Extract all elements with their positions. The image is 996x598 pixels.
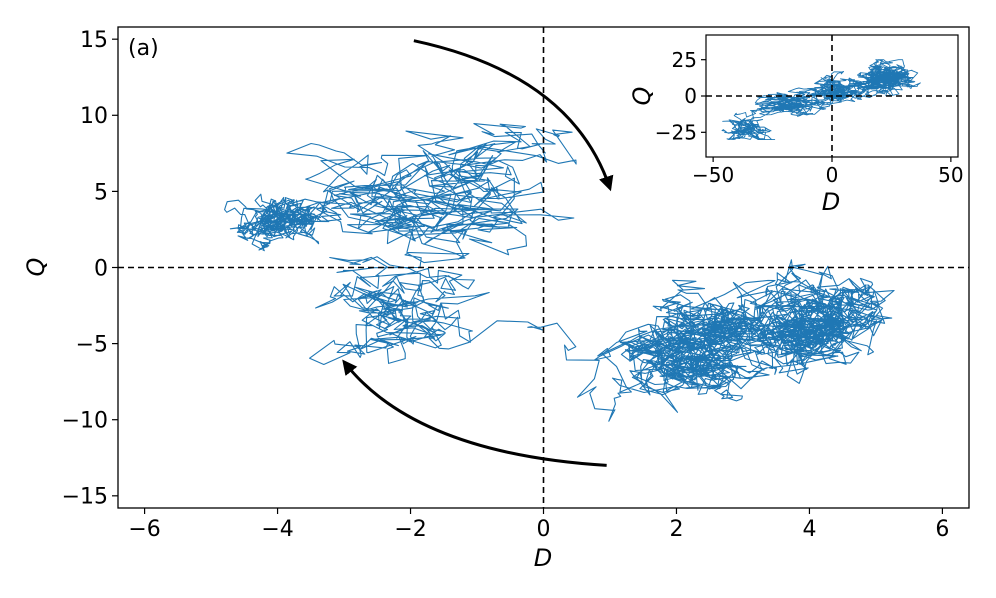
inset-y-axis-label: Q <box>628 87 656 106</box>
y-tick-label: 0 <box>684 84 697 108</box>
panel-label: (a) <box>128 36 159 61</box>
inset-plot: −50 0 50 −25 0 25 D Q <box>628 34 964 216</box>
direction-arrow <box>342 359 607 467</box>
inset-reference-lines <box>706 35 958 157</box>
y-tick-label: 25 <box>672 48 697 72</box>
y-tick-label: −25 <box>655 121 697 145</box>
x-tick-label: −6 <box>128 517 160 542</box>
x-tick-label: 0 <box>537 517 551 542</box>
y-tick-label: −10 <box>62 409 108 434</box>
y-tick-label: 10 <box>80 104 108 129</box>
y-tick-label: 0 <box>94 256 108 281</box>
x-tick-label: 6 <box>935 517 949 542</box>
x-axis-ticks: −6 −4 −2 0 2 4 6 <box>128 508 949 542</box>
x-tick-label: 4 <box>802 517 816 542</box>
x-tick-label: −2 <box>394 517 426 542</box>
x-tick-label: 0 <box>826 163 839 187</box>
y-tick-label: −5 <box>76 333 108 358</box>
x-tick-label: −50 <box>692 163 734 187</box>
y-axis-ticks: −15 −10 −5 0 5 10 15 <box>62 28 118 510</box>
x-tick-label: −4 <box>261 517 293 542</box>
inset-x-axis-label: D <box>822 188 840 216</box>
trajectory-line <box>224 123 895 422</box>
trajectory-series <box>224 123 895 422</box>
inset-y-axis-ticks: −25 0 25 <box>655 48 706 145</box>
trajectory-line <box>721 59 921 141</box>
x-tick-label: 2 <box>669 517 683 542</box>
x-tick-label: 50 <box>938 163 963 187</box>
x-axis-label: D <box>534 544 552 572</box>
direction-arrows <box>342 39 614 467</box>
direction-arrow <box>413 39 614 192</box>
y-axis-label: Q <box>22 258 50 277</box>
y-tick-label: −15 <box>62 485 108 510</box>
reference-lines <box>118 27 969 508</box>
y-tick-label: 15 <box>80 28 108 53</box>
inset-x-axis-ticks: −50 0 50 <box>692 157 964 187</box>
inset-trajectory-series <box>721 59 921 141</box>
y-tick-label: 5 <box>94 180 108 205</box>
